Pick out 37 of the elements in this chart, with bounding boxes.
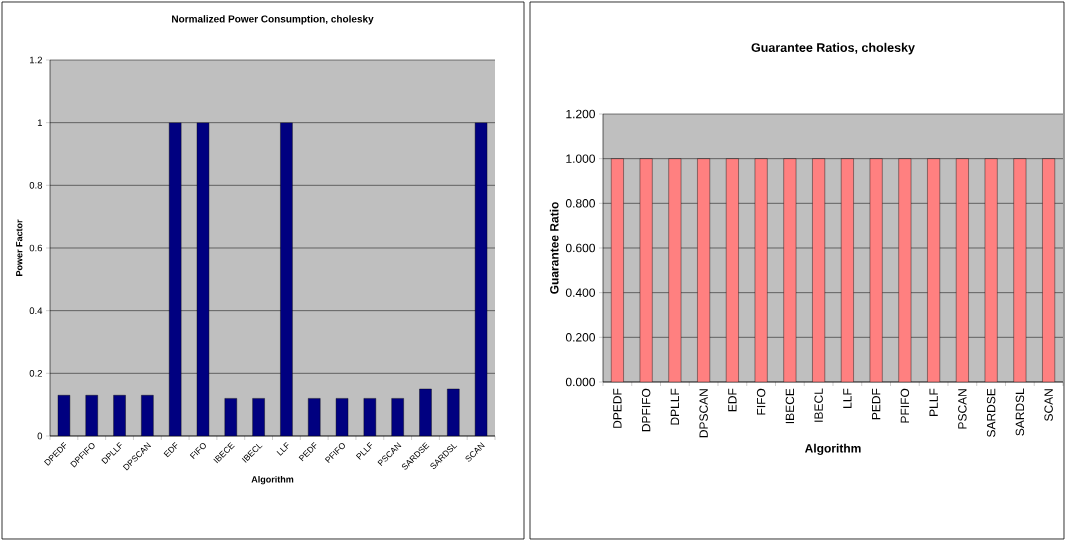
y-axis-title: Power Factor	[16, 219, 23, 276]
x-tick-label: DPEDF	[613, 388, 622, 428]
x-tick-label: IBECE	[785, 388, 795, 424]
y-axis-title: Guarantee Ratio	[549, 202, 559, 294]
y-tick-label: 0.600	[565, 243, 595, 253]
x-tick-label: SARDSE	[986, 388, 996, 437]
y-tick-label: 1.2	[30, 56, 43, 64]
y-tick-label: 1.000	[566, 154, 595, 163]
x-tick-label: PEDF	[872, 388, 881, 420]
y-tick-label: 0.800	[565, 199, 595, 208]
y-tick-label: 0	[37, 432, 43, 440]
x-axis-title: Algorithm	[804, 443, 861, 455]
x-tick-label: LLF	[843, 388, 852, 408]
y-tick-label: 0.200	[565, 333, 595, 342]
y-tick-label: 0.400	[565, 288, 595, 297]
x-tick-label: DPLLF	[670, 388, 679, 425]
x-tick-label: PSCAN	[958, 389, 967, 429]
y-tick-label: 1	[37, 119, 43, 126]
y-tick-label: 0.4	[29, 307, 43, 315]
x-tick-label: LLF	[276, 441, 289, 456]
x-tick-label: PFIFO	[900, 388, 910, 423]
x-tick-label: SCAN	[1044, 389, 1053, 421]
chart-title: Normalized Power Consumption, cholesky	[172, 15, 374, 25]
x-axis-title: Algorithm	[251, 475, 294, 485]
x-tick-label: FIFO	[756, 388, 766, 415]
x-tick-label: IBECL	[814, 388, 823, 422]
x-tick-label: PLLF	[929, 388, 938, 416]
y-tick-label: 1.200	[566, 109, 595, 119]
x-tick-label: EDF	[728, 388, 737, 412]
y-tick-label: 0.2	[29, 369, 43, 377]
y-tick-label: 0.000	[565, 377, 595, 387]
x-tick-label: SARDSL	[1015, 388, 1025, 436]
chart-title: Guarantee Ratios, cholesky	[751, 42, 915, 55]
x-tick-label: DPFIFO	[641, 388, 651, 432]
x-tick-label: DPSCAN	[699, 389, 708, 438]
y-tick-label: 0.8	[29, 181, 43, 189]
y-tick-label: 0.6	[29, 244, 43, 252]
